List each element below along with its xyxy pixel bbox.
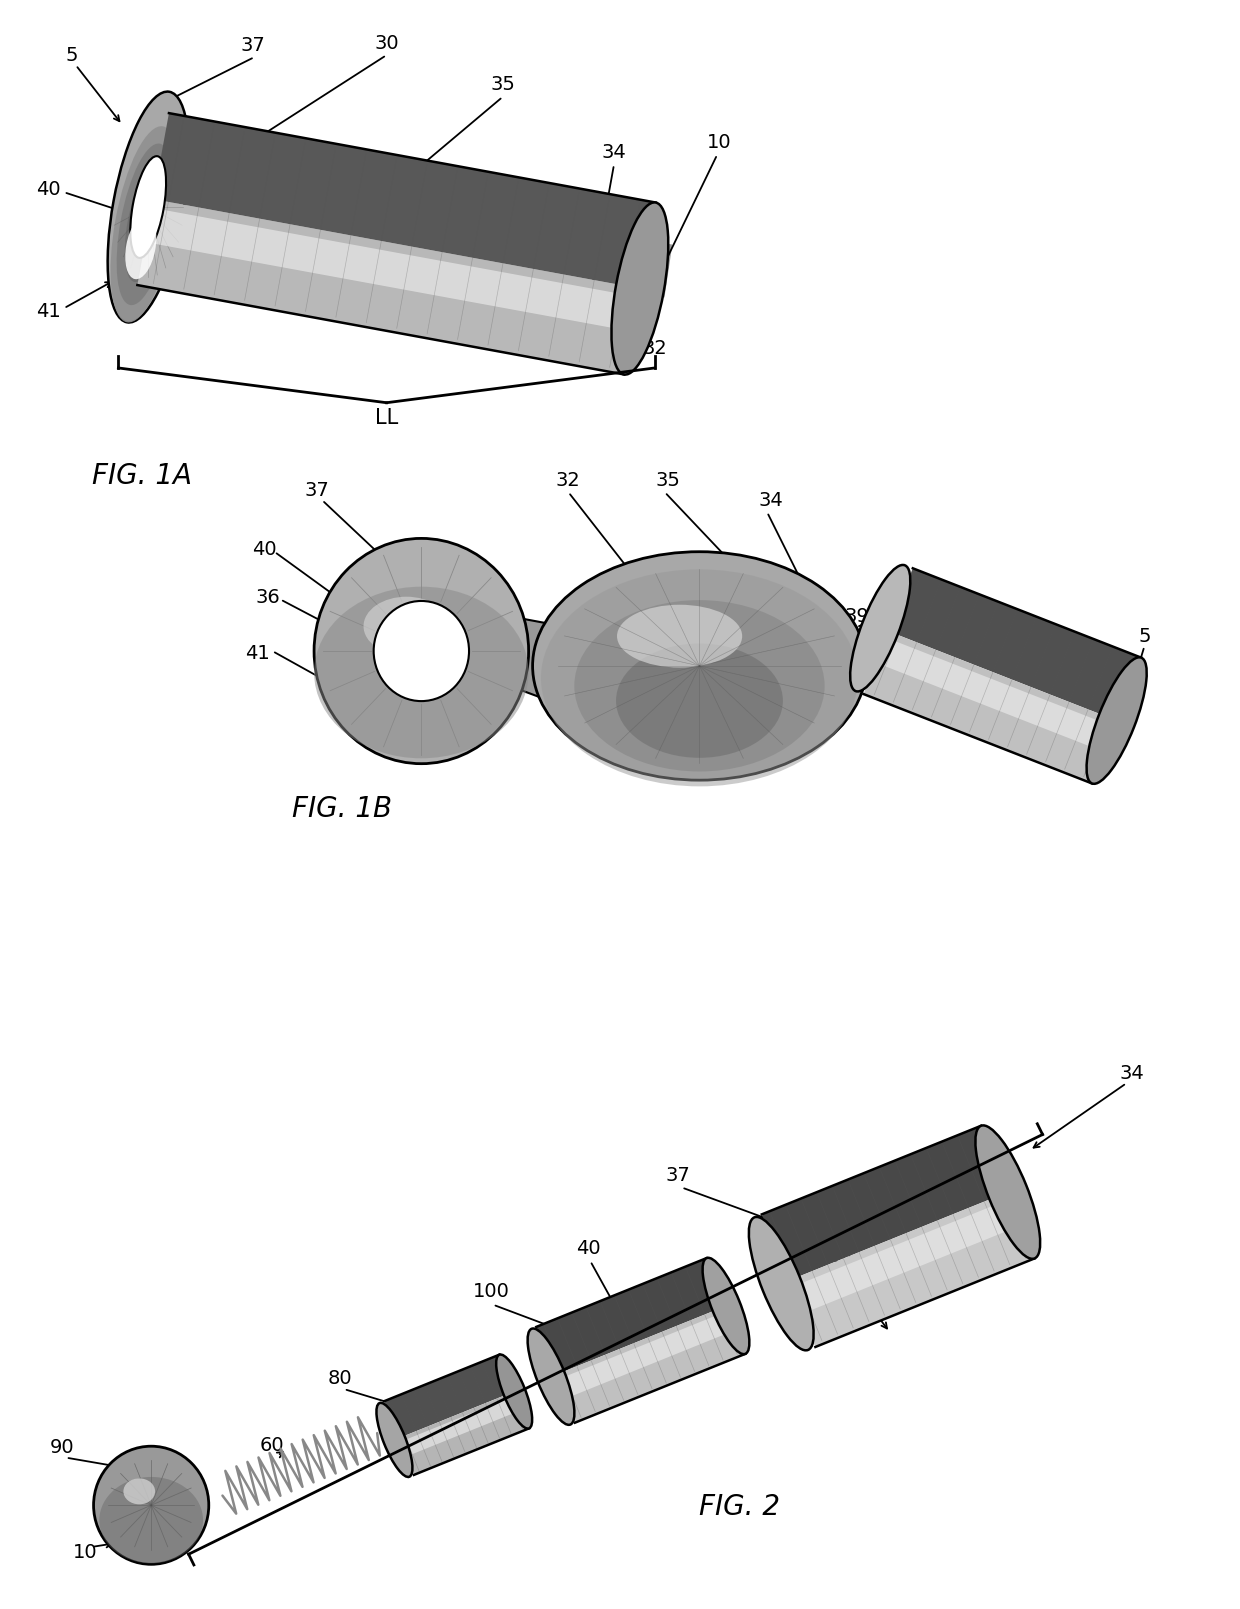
Polygon shape xyxy=(401,1395,522,1456)
Ellipse shape xyxy=(541,570,858,787)
Ellipse shape xyxy=(99,1477,203,1564)
Text: 36: 36 xyxy=(826,1260,851,1279)
Polygon shape xyxy=(761,1126,1008,1281)
Text: 37: 37 xyxy=(241,35,265,55)
Text: 32: 32 xyxy=(821,1223,846,1242)
Polygon shape xyxy=(558,1311,735,1398)
Text: 40: 40 xyxy=(36,180,61,198)
Text: 32: 32 xyxy=(642,338,667,357)
Ellipse shape xyxy=(108,92,188,322)
Text: 37: 37 xyxy=(305,481,330,500)
Polygon shape xyxy=(510,616,563,706)
Ellipse shape xyxy=(110,126,180,322)
Polygon shape xyxy=(789,1192,1034,1347)
Text: FIG. 1A: FIG. 1A xyxy=(92,462,191,491)
Polygon shape xyxy=(556,1307,745,1422)
Ellipse shape xyxy=(574,600,825,771)
Ellipse shape xyxy=(976,1125,1040,1258)
Text: 80: 80 xyxy=(327,1369,352,1387)
Ellipse shape xyxy=(611,203,668,375)
Text: 35: 35 xyxy=(490,76,516,95)
Text: 30: 30 xyxy=(844,650,869,668)
Polygon shape xyxy=(167,161,672,298)
Ellipse shape xyxy=(130,156,166,257)
Text: FIG. 1B: FIG. 1B xyxy=(293,795,392,824)
Ellipse shape xyxy=(1086,658,1147,784)
Text: FIG. 2: FIG. 2 xyxy=(699,1493,780,1522)
Text: 34: 34 xyxy=(759,491,784,510)
Text: 37: 37 xyxy=(665,1167,689,1184)
Text: 40: 40 xyxy=(252,541,277,560)
Text: 35: 35 xyxy=(655,471,680,489)
Text: 39: 39 xyxy=(844,607,869,626)
Text: 41: 41 xyxy=(246,644,270,663)
Ellipse shape xyxy=(117,143,174,306)
Ellipse shape xyxy=(373,602,469,702)
Ellipse shape xyxy=(533,552,867,780)
Polygon shape xyxy=(154,113,656,288)
Ellipse shape xyxy=(527,1329,574,1426)
Polygon shape xyxy=(863,631,1117,784)
Text: 34: 34 xyxy=(1120,1064,1145,1083)
Polygon shape xyxy=(888,568,1141,721)
Polygon shape xyxy=(145,208,639,331)
Text: 5: 5 xyxy=(66,45,78,64)
Ellipse shape xyxy=(618,605,743,668)
Ellipse shape xyxy=(124,1479,155,1504)
Text: 90: 90 xyxy=(50,1438,74,1458)
Text: 5: 5 xyxy=(1138,626,1151,645)
Ellipse shape xyxy=(417,631,443,655)
Ellipse shape xyxy=(749,1216,813,1350)
Polygon shape xyxy=(399,1392,529,1475)
Ellipse shape xyxy=(125,216,156,280)
Text: LL: LL xyxy=(374,407,398,428)
Polygon shape xyxy=(384,1355,515,1438)
Text: 10: 10 xyxy=(707,134,732,151)
Ellipse shape xyxy=(93,1446,208,1564)
Ellipse shape xyxy=(314,587,528,758)
Text: 34: 34 xyxy=(601,143,626,163)
Text: 30: 30 xyxy=(374,34,399,53)
Polygon shape xyxy=(791,1199,1022,1315)
Text: 32: 32 xyxy=(556,471,580,489)
Ellipse shape xyxy=(851,565,910,692)
Text: 10: 10 xyxy=(73,1543,98,1562)
Ellipse shape xyxy=(363,597,449,656)
Ellipse shape xyxy=(377,1403,413,1477)
Polygon shape xyxy=(875,637,1115,751)
Ellipse shape xyxy=(616,644,782,758)
Text: 82: 82 xyxy=(454,1416,479,1435)
Text: 36: 36 xyxy=(255,587,280,607)
Text: 60: 60 xyxy=(260,1437,285,1455)
Ellipse shape xyxy=(125,167,165,282)
Ellipse shape xyxy=(496,1355,532,1429)
Text: 100: 100 xyxy=(472,1282,510,1302)
Text: 41: 41 xyxy=(36,302,61,320)
Polygon shape xyxy=(138,200,640,375)
Ellipse shape xyxy=(314,539,528,764)
Text: 40: 40 xyxy=(575,1239,600,1258)
Polygon shape xyxy=(536,1258,725,1374)
Ellipse shape xyxy=(703,1258,749,1355)
